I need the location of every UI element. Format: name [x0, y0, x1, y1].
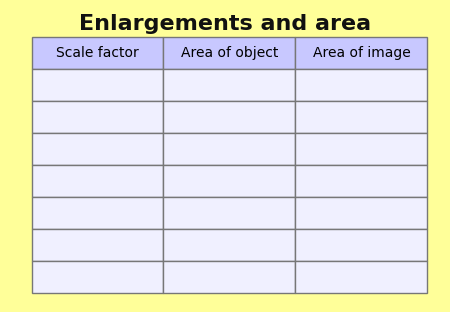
Bar: [32, 101, 163, 134]
Bar: [296, 229, 428, 261]
Bar: [32, 261, 163, 293]
Bar: [296, 101, 428, 134]
Bar: [296, 165, 428, 197]
Bar: [32, 37, 163, 70]
Bar: [32, 229, 163, 261]
Bar: [32, 134, 163, 165]
Bar: [163, 134, 296, 165]
Text: Enlargements and area: Enlargements and area: [79, 14, 371, 34]
Bar: [32, 197, 163, 229]
Bar: [32, 165, 163, 197]
Bar: [163, 101, 296, 134]
Bar: [163, 37, 296, 70]
Bar: [32, 69, 163, 101]
Text: Area of object: Area of object: [181, 46, 278, 61]
Bar: [296, 69, 428, 101]
Bar: [296, 134, 428, 165]
Bar: [163, 69, 296, 101]
Text: Area of image: Area of image: [313, 46, 410, 61]
Bar: [296, 37, 428, 70]
Bar: [163, 197, 296, 229]
Bar: [296, 261, 428, 293]
Bar: [163, 165, 296, 197]
Bar: [296, 197, 428, 229]
Text: Scale factor: Scale factor: [56, 46, 139, 61]
Bar: [163, 229, 296, 261]
Bar: [163, 261, 296, 293]
